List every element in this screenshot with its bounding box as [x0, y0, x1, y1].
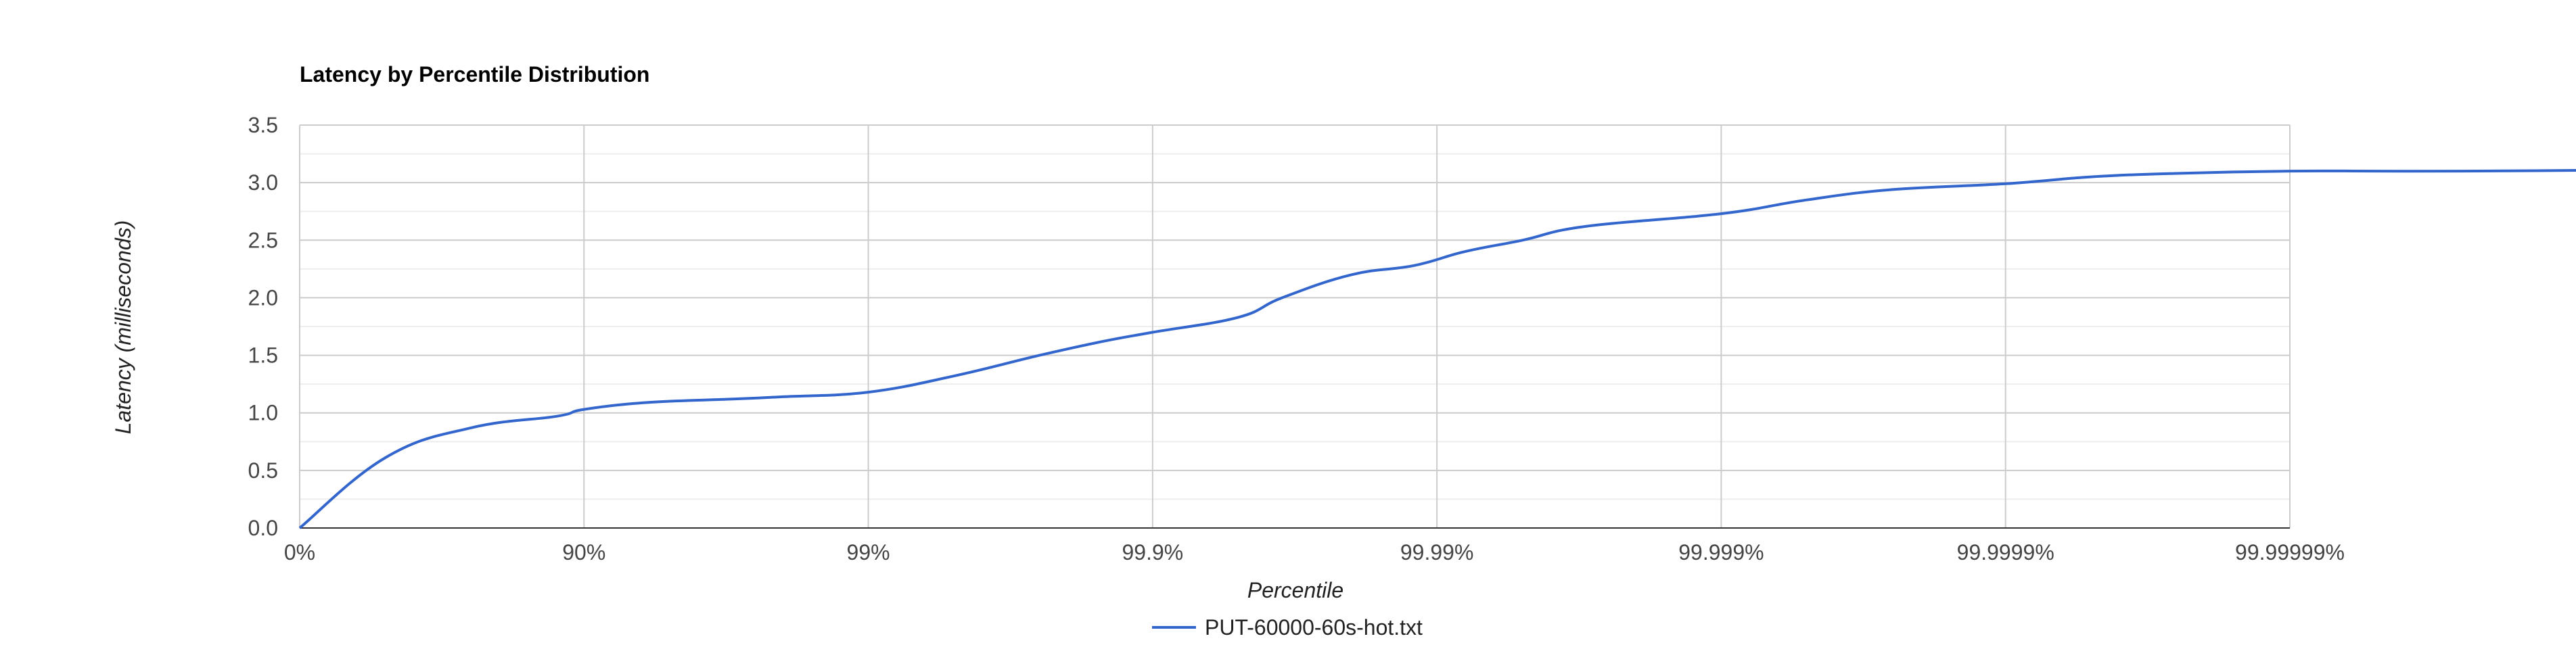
x-tick-label: 99.9999%	[1957, 540, 2054, 564]
y-tick-label: 3.5	[248, 113, 278, 137]
y-tick-label: 1.5	[248, 343, 278, 368]
tick-labels: 0.0 0.5 1.0 1.5 2.0 2.5 3.0 3.5 0% 90% 99% 99.9% 99.…	[248, 113, 2345, 564]
y-tick-label: 1.0	[248, 401, 278, 425]
x-tick-label: 99.99999%	[2235, 540, 2345, 564]
x-tick-label: 99.999%	[1678, 540, 1764, 564]
y-tick-label: 0.0	[248, 516, 278, 540]
y-tick-label: 3.0	[248, 170, 278, 195]
x-axis-title: Percentile	[1247, 578, 1343, 602]
chart-title: Latency by Percentile Distribution	[300, 62, 649, 87]
legend-label-put-60000-60s-hot: PUT-60000-60s-hot.txt	[1205, 615, 1423, 640]
gridlines	[300, 124, 2291, 528]
axes	[299, 125, 2290, 529]
y-tick-label: 2.0	[248, 285, 278, 310]
x-tick-label: 90%	[562, 540, 605, 564]
legend[interactable]: PUT-60000-60s-hot.txt	[1152, 615, 1423, 640]
x-tick-label: 0%	[284, 540, 315, 564]
y-tick-label: 0.5	[248, 458, 278, 483]
series-layer	[298, 169, 2576, 529]
series-line-0	[298, 169, 2576, 529]
x-tick-label: 99.99%	[1400, 540, 1474, 564]
y-axis-title: Latency (milliseconds)	[111, 220, 135, 435]
y-tick-label: 2.5	[248, 228, 278, 252]
x-tick-label: 99%	[847, 540, 890, 564]
x-tick-label: 99.9%	[1122, 540, 1183, 564]
